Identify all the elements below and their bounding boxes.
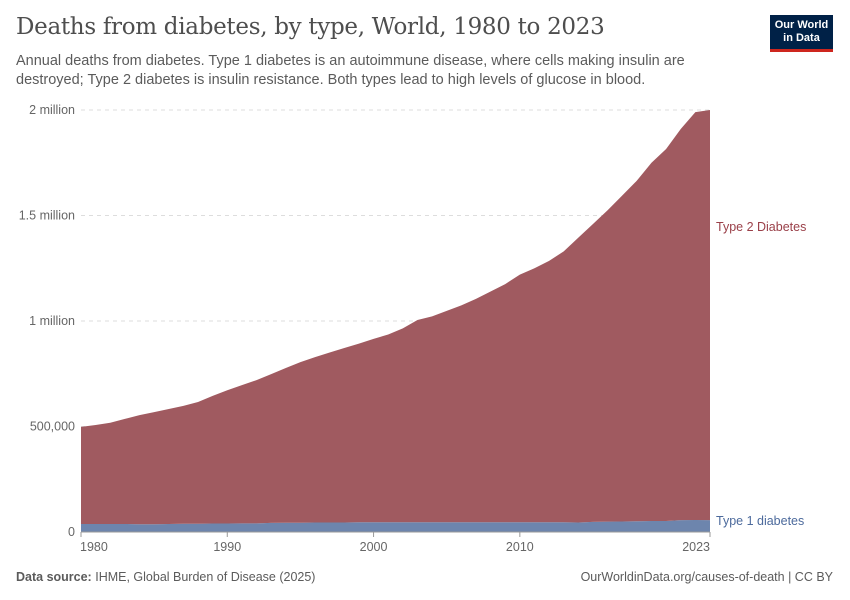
series-label: Type 1 diabetes — [716, 514, 804, 528]
x-tick-label: 1990 — [213, 540, 241, 554]
owid-logo[interactable]: Our World in Data — [770, 15, 833, 52]
x-tick-label: 2010 — [506, 540, 534, 554]
x-tick-label: 2023 — [682, 540, 710, 554]
chart-subtitle: Annual deaths from diabetes. Type 1 diab… — [16, 53, 685, 88]
y-tick-label: 1.5 million — [19, 209, 75, 223]
y-tick-label: 2 million — [29, 103, 75, 117]
x-tick-label: 2000 — [360, 540, 388, 554]
x-tick-label: 1980 — [80, 540, 108, 554]
y-tick-label: 1 million — [29, 314, 75, 328]
source-text: IHME, Global Burden of Disease (2025) — [95, 570, 316, 584]
y-tick-label: 0 — [68, 525, 75, 539]
area-type-1-diabetes — [81, 519, 710, 532]
source-label: Data source: — [16, 570, 92, 584]
chart-title: Deaths from diabetes, by type, World, 19… — [16, 14, 605, 40]
series-label: Type 2 Diabetes — [716, 220, 806, 234]
y-tick-label: 500,000 — [30, 420, 75, 434]
footer-url[interactable]: OurWorldinData.org/causes-of-death | CC … — [580, 570, 833, 584]
data-source: Data source: IHME, Global Burden of Dise… — [16, 570, 315, 584]
area-type-2-diabetes — [81, 110, 710, 525]
